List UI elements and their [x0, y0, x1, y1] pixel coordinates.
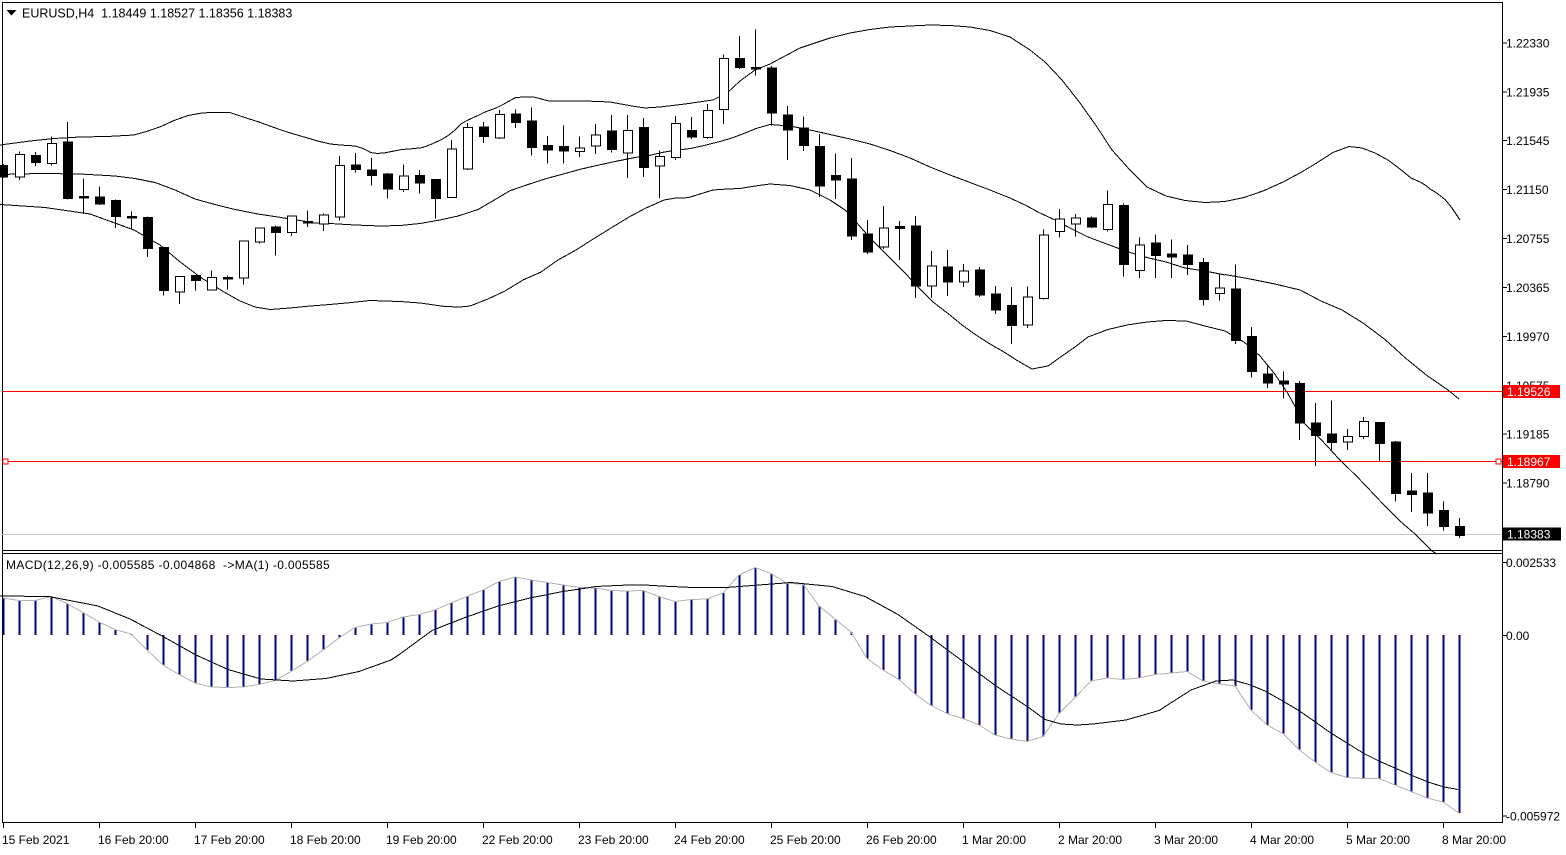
svg-text:4 Mar 20:00: 4 Mar 20:00 [1250, 833, 1314, 847]
svg-text:MACD(12,26,9) -0.005585 -0.004: MACD(12,26,9) -0.005585 -0.004868 ->MA(1… [6, 558, 330, 572]
svg-text:0.00: 0.00 [1506, 629, 1530, 643]
svg-text:1.21150: 1.21150 [1506, 183, 1549, 197]
svg-text:1.18790: 1.18790 [1506, 477, 1550, 491]
svg-text:-0.005972: -0.005972 [1506, 810, 1560, 824]
svg-text:1.20755: 1.20755 [1506, 232, 1550, 246]
svg-text:18 Feb 20:00: 18 Feb 20:00 [290, 833, 361, 847]
svg-text:1.20365: 1.20365 [1506, 281, 1550, 295]
svg-text:1.19970: 1.19970 [1506, 330, 1550, 344]
svg-text:1.18967: 1.18967 [1507, 455, 1551, 469]
svg-text:19 Feb 20:00: 19 Feb 20:00 [386, 833, 457, 847]
svg-text:1.19185: 1.19185 [1506, 428, 1550, 442]
svg-text:3 Mar 20:00: 3 Mar 20:00 [1154, 833, 1218, 847]
svg-text:26 Feb 20:00: 26 Feb 20:00 [866, 833, 937, 847]
svg-text:16 Feb 20:00: 16 Feb 20:00 [98, 833, 169, 847]
svg-text:22 Feb 20:00: 22 Feb 20:00 [482, 833, 553, 847]
svg-text:24 Feb 20:00: 24 Feb 20:00 [674, 833, 745, 847]
svg-text:15 Feb 2021: 15 Feb 2021 [2, 833, 70, 847]
svg-text:25 Feb 20:00: 25 Feb 20:00 [770, 833, 841, 847]
svg-text:1.21545: 1.21545 [1506, 134, 1550, 148]
svg-text:5 Mar 20:00: 5 Mar 20:00 [1346, 833, 1410, 847]
svg-text:0.002533: 0.002533 [1506, 556, 1556, 570]
svg-text:8 Mar 20:00: 8 Mar 20:00 [1442, 833, 1506, 847]
svg-text:EURUSD,H4 1.18449 1.18527 1.1: EURUSD,H4 1.18449 1.18527 1.18356 1.1838… [22, 7, 292, 21]
svg-text:1.18383: 1.18383 [1507, 528, 1551, 542]
svg-text:1.21935: 1.21935 [1506, 86, 1550, 100]
svg-text:1.22330: 1.22330 [1506, 37, 1550, 51]
svg-text:17 Feb 20:00: 17 Feb 20:00 [194, 833, 265, 847]
svg-text:1 Mar 20:00: 1 Mar 20:00 [962, 833, 1026, 847]
svg-text:2 Mar 20:00: 2 Mar 20:00 [1058, 833, 1122, 847]
svg-text:23 Feb 20:00: 23 Feb 20:00 [578, 833, 649, 847]
svg-text:1.19526: 1.19526 [1507, 385, 1551, 399]
